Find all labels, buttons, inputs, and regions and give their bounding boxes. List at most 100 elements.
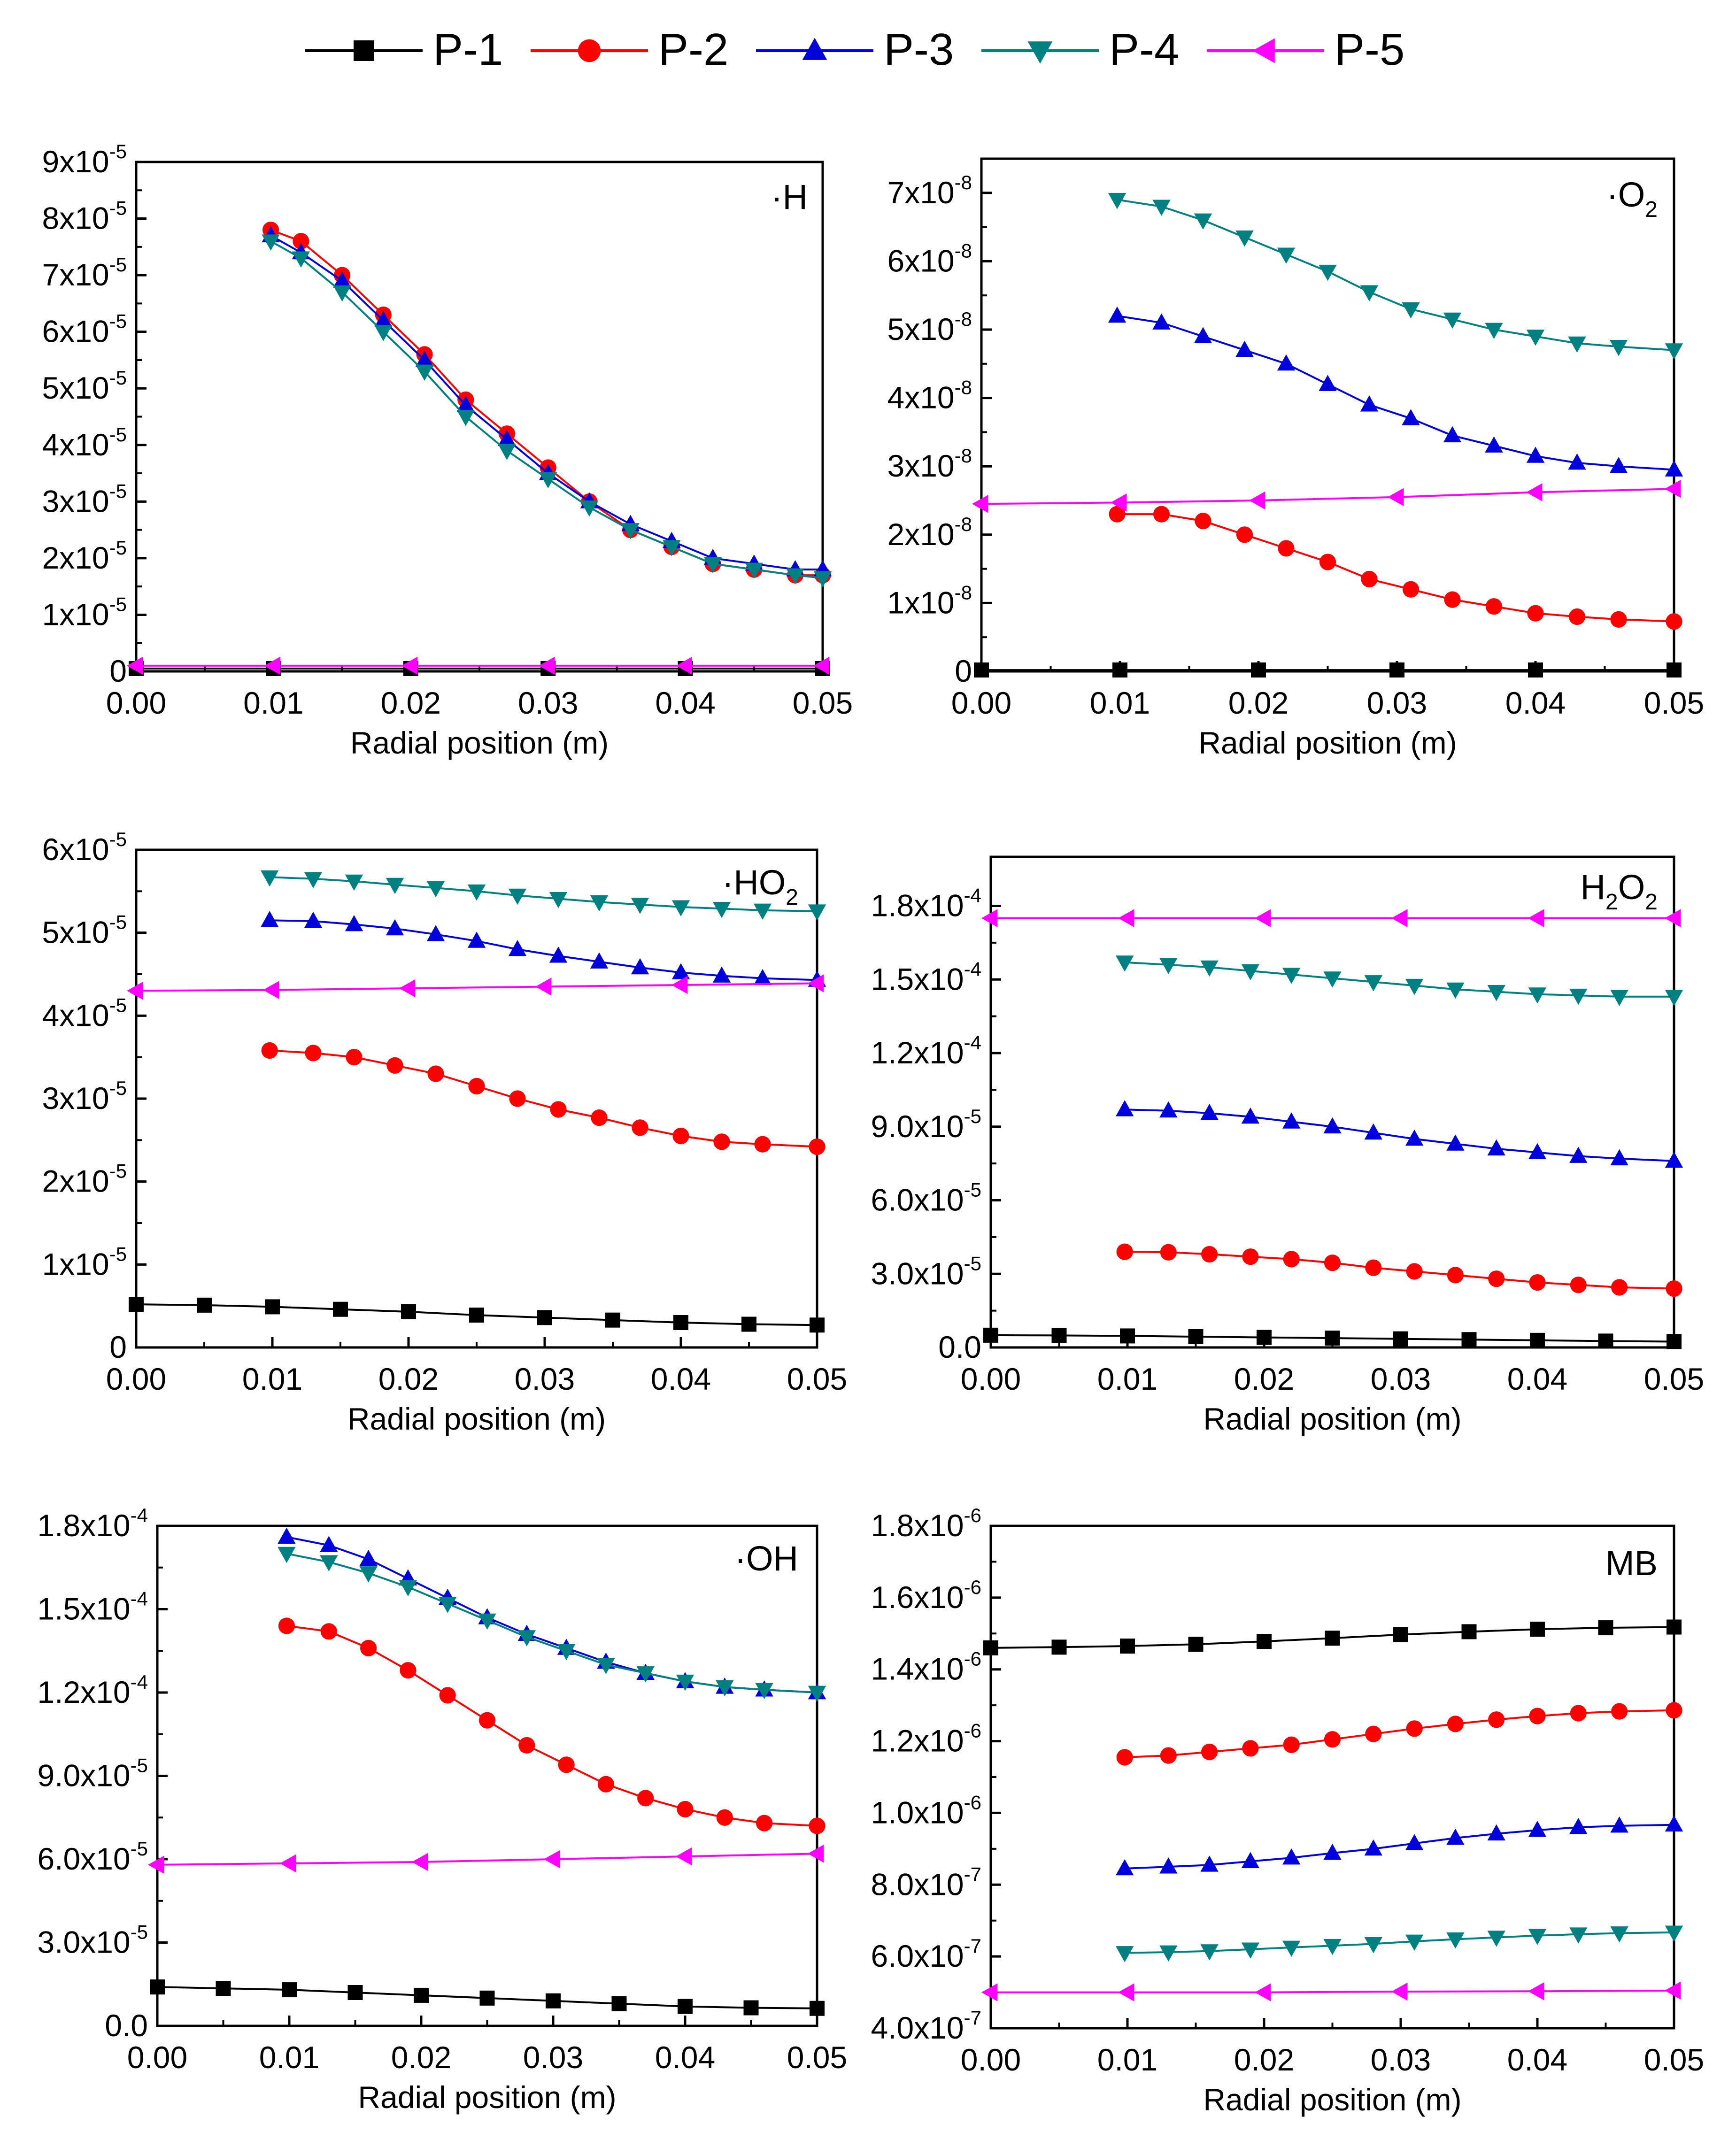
- series-p-5: [981, 909, 1681, 927]
- x-tick-label: 0.02: [1234, 1362, 1294, 1396]
- data-point: [1528, 1929, 1547, 1945]
- data-point: [1282, 1112, 1301, 1129]
- data-point: [1319, 264, 1337, 281]
- data-point: [1405, 1934, 1424, 1951]
- data-point: [636, 1666, 655, 1683]
- series-p-1: [983, 1327, 1682, 1349]
- y-tick-label: 8.0x10-7: [871, 1863, 981, 1901]
- x-tick-label: 0.04: [1507, 2042, 1567, 2077]
- data-point: [468, 1077, 485, 1095]
- y-tick-label: 5x10-8: [887, 308, 972, 346]
- data-point: [981, 1983, 998, 2001]
- data-point: [261, 911, 279, 927]
- data-point: [1485, 436, 1503, 453]
- legend-label: P-2: [658, 24, 728, 75]
- data-point: [1112, 662, 1127, 678]
- data-point: [672, 1127, 689, 1145]
- series-line: [1117, 315, 1674, 471]
- legend-item-p-2: P-2: [531, 24, 728, 75]
- data-point: [580, 500, 599, 517]
- data-point: [1446, 1932, 1465, 1949]
- data-point: [716, 1680, 734, 1697]
- data-point: [743, 2000, 759, 2016]
- data-point: [1277, 354, 1296, 371]
- data-point: [278, 1617, 295, 1634]
- data-point: [1447, 1716, 1464, 1732]
- x-tick-label: 0.01: [242, 1362, 302, 1396]
- data-point: [808, 1685, 826, 1702]
- data-point: [676, 1674, 694, 1691]
- x-tick-label: 0.04: [655, 685, 715, 720]
- series-p-4: [261, 870, 826, 921]
- data-point: [1610, 1926, 1628, 1943]
- data-point: [712, 966, 731, 983]
- data-point: [550, 1101, 567, 1118]
- data-point: [1667, 1619, 1682, 1635]
- x-tick-label: 0.03: [1367, 685, 1427, 720]
- series-p-5: [972, 480, 1681, 513]
- data-point: [1528, 1821, 1547, 1837]
- data-point: [1255, 909, 1271, 927]
- data-point: [414, 1987, 429, 2003]
- data-point: [427, 1065, 444, 1082]
- data-point: [1159, 1945, 1178, 1962]
- data-point: [1406, 1263, 1423, 1280]
- data-point: [1325, 1631, 1340, 1646]
- y-tick-label: 4x10-8: [887, 377, 972, 415]
- data-point: [1108, 306, 1126, 323]
- data-point: [439, 1687, 456, 1704]
- y-tick-label: 0.0: [938, 1330, 981, 1364]
- data-point: [426, 925, 445, 941]
- y-tick-label: 6.0x10-5: [37, 1838, 148, 1876]
- panel-label: H2O2: [1581, 868, 1658, 915]
- series-p-5: [127, 974, 824, 1000]
- data-point: [216, 1981, 231, 1996]
- data-point: [605, 1312, 620, 1328]
- y-tick-label: 7x10-8: [887, 171, 972, 210]
- data-point: [1665, 909, 1681, 927]
- panel-label: ·HO2: [722, 863, 798, 910]
- data-point: [983, 1327, 998, 1343]
- series-group: [148, 1527, 826, 2016]
- data-point: [399, 979, 416, 998]
- legend-label: P-5: [1335, 24, 1404, 75]
- data-point: [1116, 1243, 1133, 1260]
- series-p-4: [1115, 1925, 1683, 1962]
- data-point: [1443, 426, 1462, 443]
- data-point: [745, 562, 763, 579]
- data-point: [415, 364, 434, 381]
- series-p-4: [1108, 192, 1683, 360]
- panel-label: ·O2: [1606, 175, 1658, 222]
- legend-label: P-4: [1109, 24, 1179, 75]
- data-point: [469, 1308, 484, 1323]
- series-line: [1125, 1931, 1674, 1954]
- data-point: [401, 656, 418, 675]
- data-point: [972, 495, 988, 513]
- data-point: [703, 557, 722, 573]
- x-tick-label: 0.02: [378, 1362, 439, 1396]
- data-point: [590, 952, 609, 969]
- data-point: [1526, 330, 1545, 346]
- data-point: [981, 909, 998, 927]
- data-point: [263, 981, 279, 999]
- data-point: [320, 1555, 338, 1571]
- data-point: [611, 1996, 627, 2011]
- data-point: [1569, 1147, 1588, 1163]
- x-tick-label: 0.01: [243, 685, 303, 720]
- x-tick-label: 0.00: [106, 685, 166, 720]
- y-tick-label: 0: [955, 654, 972, 688]
- series-line: [981, 488, 1674, 505]
- data-point: [264, 656, 280, 675]
- data-point: [1257, 1634, 1272, 1649]
- data-point: [1159, 1857, 1178, 1874]
- x-axis-label: Radial position (m): [358, 2080, 616, 2115]
- y-tick-label: 1x10-5: [42, 593, 127, 631]
- data-point: [1241, 964, 1260, 980]
- y-tick-label: 3.0x10-5: [37, 1921, 148, 1960]
- data-point: [1241, 1852, 1260, 1869]
- data-point: [809, 1138, 826, 1155]
- data-point: [517, 1630, 536, 1647]
- chart-panel: 0.00 0.01 0.02 0.03 0.04 0.05 Radial position …: [42, 828, 848, 1436]
